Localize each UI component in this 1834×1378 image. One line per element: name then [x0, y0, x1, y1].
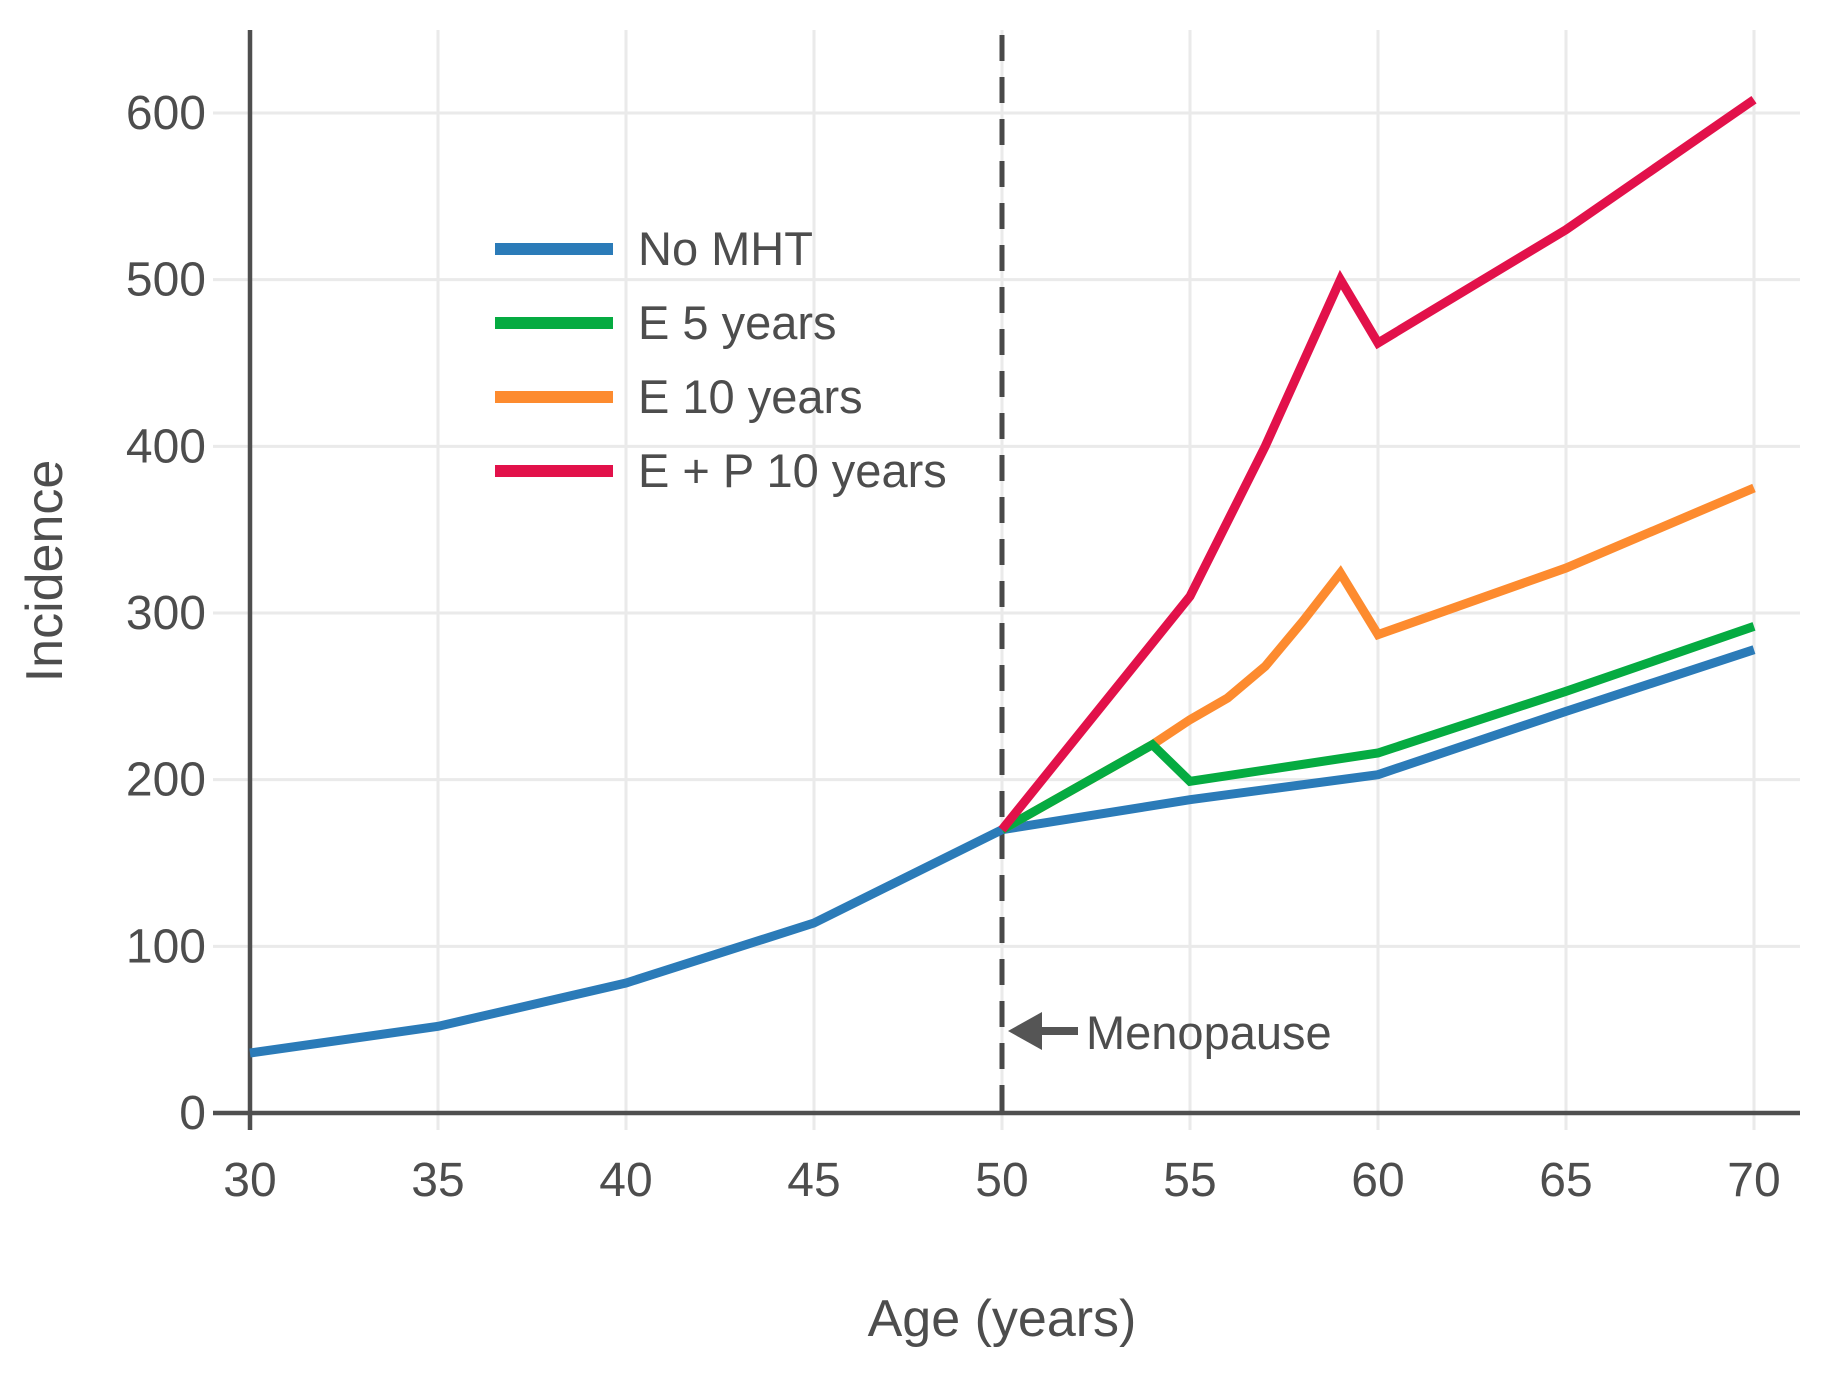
series-line-e-p-10-years [998, 95, 1757, 833]
y-tick-label-400: 400 [126, 420, 206, 473]
x-tick-label-65: 65 [1539, 1154, 1592, 1207]
y-tick-label-100: 100 [126, 920, 206, 973]
menopause-annotation: Menopause [1008, 1006, 1332, 1059]
tick-labels-group: 30 35 40 45 50 55 60 65 70 0 100 200 300 400 500 600 [126, 87, 1781, 1207]
y-tick-label-600: 600 [126, 87, 206, 140]
legend-label-2: E 5 years [638, 296, 837, 349]
legend-swatch-3 [495, 391, 613, 403]
gridlines-group [213, 30, 1800, 1130]
y-axis-title: Incidence [16, 460, 74, 683]
legend-swatch-4 [495, 465, 613, 477]
x-tick-label-60: 60 [1351, 1154, 1404, 1207]
x-tick-label-40: 40 [599, 1154, 652, 1207]
axes-group [213, 30, 1800, 1130]
x-axis-title: Age (years) [868, 1290, 1137, 1348]
series-group [249, 95, 1757, 1058]
x-tick-label-35: 35 [411, 1154, 464, 1207]
legend-swatch-1 [495, 243, 613, 255]
y-tick-label-200: 200 [126, 754, 206, 807]
x-tick-label-45: 45 [787, 1154, 840, 1207]
series-line-e-5-years [999, 622, 1756, 834]
y-tick-label-0: 0 [179, 1087, 206, 1140]
menopause-label: Menopause [1086, 1006, 1332, 1059]
x-tick-label-30: 30 [223, 1154, 276, 1207]
y-tick-label-300: 300 [126, 587, 206, 640]
legend-label-1: No MHT [638, 222, 813, 275]
x-tick-label-50: 50 [975, 1154, 1028, 1207]
series-line-e-10-years [999, 483, 1756, 834]
legend-swatch-2 [495, 317, 613, 329]
x-tick-label-70: 70 [1727, 1154, 1780, 1207]
legend-label-3: E 10 years [638, 370, 863, 423]
x-tick-label-55: 55 [1163, 1154, 1216, 1207]
menopause-arrow-icon [1008, 1012, 1042, 1050]
y-tick-label-500: 500 [126, 254, 206, 307]
legend: No MHT E 5 years E 10 years E + P 10 years [495, 222, 947, 497]
legend-label-4: E + P 10 years [638, 444, 947, 497]
